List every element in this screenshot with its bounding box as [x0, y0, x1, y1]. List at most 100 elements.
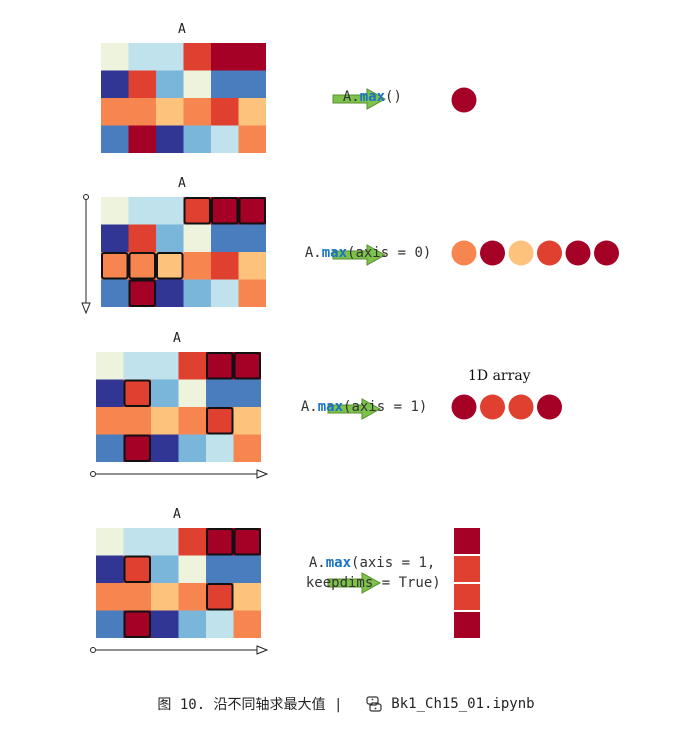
matrix-cell — [123, 379, 151, 407]
matrix-cell — [211, 98, 239, 126]
matrix-cell — [211, 252, 239, 280]
max-highlight — [211, 197, 239, 225]
matrix-cell — [178, 407, 206, 435]
result-dot — [508, 394, 534, 420]
max-highlight — [206, 407, 234, 435]
matrix-cell — [211, 125, 239, 153]
matrix-cell — [156, 43, 184, 71]
caption-text: 图 10. 沿不同轴求最大值 | — [157, 697, 343, 713]
code-label-4-line2: keepdims = True) — [305, 575, 441, 591]
matrix-cell — [151, 610, 179, 638]
matrix-cell — [101, 252, 129, 280]
matrix-cell — [211, 224, 239, 252]
matrix-cell — [238, 125, 266, 153]
matrix-cell — [101, 43, 129, 71]
matrix-cell — [156, 252, 184, 280]
matrix-cell — [211, 70, 239, 98]
matrix-cell — [128, 279, 156, 307]
matrix-cell — [101, 279, 129, 307]
matrix-cell — [233, 379, 261, 407]
matrix-cell — [233, 610, 261, 638]
matrix-cell — [183, 70, 211, 98]
code-label-2: A.max(axis = 0) — [304, 245, 432, 261]
max-highlight — [206, 352, 234, 380]
matrix-cell — [206, 352, 234, 380]
max-highlight — [123, 379, 151, 407]
matrix-cell — [183, 125, 211, 153]
matrix-cell — [128, 43, 156, 71]
max-highlight — [128, 279, 156, 307]
max-highlight — [206, 583, 234, 611]
matrix-cell — [96, 407, 124, 435]
notebook-filename: Bk1_Ch15_01.ipynb — [391, 696, 535, 712]
max-highlight — [183, 197, 211, 225]
matrix-cell — [183, 197, 211, 225]
max-highlight — [233, 528, 261, 556]
result-dot — [537, 394, 562, 420]
matrix-title: A — [173, 331, 181, 346]
matrix-cell — [123, 407, 151, 435]
matrix-cell — [151, 352, 179, 380]
matrix-cell — [96, 555, 124, 583]
matrix-cell — [233, 434, 261, 462]
matrix-cell — [238, 70, 266, 98]
result-dot — [451, 240, 477, 266]
matrix-cell — [151, 555, 179, 583]
matrix-title: A — [173, 507, 181, 522]
matrix-cell — [156, 98, 184, 126]
max-highlight — [128, 252, 156, 280]
code-label-3: A.max(axis = 1) — [300, 399, 428, 415]
python-icon — [365, 695, 383, 713]
matrix-title: A — [178, 22, 186, 37]
axis-arrow-head — [256, 645, 269, 655]
result-dot — [594, 240, 619, 266]
matrix-cell — [178, 555, 206, 583]
matrix-cell — [96, 610, 124, 638]
max-highlight — [233, 352, 261, 380]
code-label-1: A.max() — [342, 89, 402, 105]
matrix-cell — [101, 197, 129, 225]
matrix-cell — [206, 528, 234, 556]
matrix-cell — [238, 279, 266, 307]
result-dot — [451, 394, 477, 420]
matrix-cell — [206, 434, 234, 462]
matrix-cell — [123, 555, 151, 583]
matrix-cell — [101, 125, 129, 153]
result-dot — [565, 240, 591, 266]
matrix-cell — [238, 98, 266, 126]
max-highlight — [101, 252, 129, 280]
matrix-cell — [211, 43, 239, 71]
matrix-cell — [238, 197, 266, 225]
matrix-cell — [128, 252, 156, 280]
result-column-cell — [454, 556, 480, 582]
matrix-cell — [178, 583, 206, 611]
matrix-cell — [206, 379, 234, 407]
matrix-cell — [183, 224, 211, 252]
matrix-cell — [151, 434, 179, 462]
figure-caption: 图 10. 沿不同轴求最大值 | Bk1_Ch15_01.ipynb — [0, 694, 692, 714]
matrix-cell — [233, 352, 261, 380]
matrix-cell — [128, 224, 156, 252]
matrix-cell — [178, 610, 206, 638]
matrix-cell — [233, 555, 261, 583]
result-dot — [537, 240, 562, 266]
matrix-cell — [211, 279, 239, 307]
matrix-cell — [101, 224, 129, 252]
result-dot — [508, 240, 534, 266]
matrix-cell — [96, 352, 124, 380]
result-dot — [451, 87, 477, 113]
result-column-cell — [454, 584, 480, 610]
matrix-cell — [206, 610, 234, 638]
result-dot — [480, 240, 505, 266]
result-dot — [480, 394, 505, 420]
axis-arrow-start — [90, 471, 96, 477]
matrix-cell — [183, 43, 211, 71]
matrix-cell — [178, 434, 206, 462]
matrix-cell — [183, 98, 211, 126]
axis-arrow-head — [256, 469, 269, 479]
matrix-cell — [96, 379, 124, 407]
matrix-cell — [233, 407, 261, 435]
matrix-cell — [123, 583, 151, 611]
matrix-cell — [178, 528, 206, 556]
